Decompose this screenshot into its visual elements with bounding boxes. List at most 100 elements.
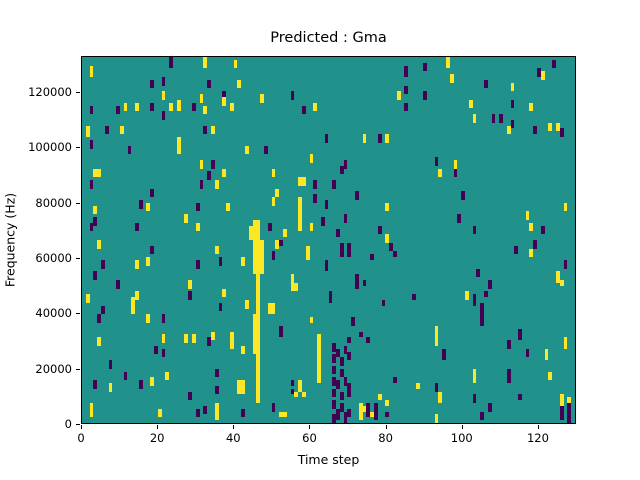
heatmap-cell [233,59,238,69]
heatmap-cell [544,348,549,361]
y-tick-mark [76,147,80,149]
heatmap-cell [203,57,208,69]
heatmap-cell [97,314,101,323]
x-tick-label: 80 [378,431,393,445]
heatmap-cell [529,222,534,232]
heatmap-cell [559,405,564,421]
heatmap-cell [339,368,344,378]
heatmap-cell [279,240,283,246]
heatmap-cell [339,357,344,366]
heatmap-cell [290,91,295,100]
heatmap-cell [214,385,219,395]
heatmap-cell [332,388,337,398]
heatmap-cell [461,191,465,200]
heatmap-cell [275,240,280,249]
heatmap-cell [377,134,382,143]
heatmap-cell [271,251,276,261]
heatmap-cell [347,382,352,392]
heatmap-cell [229,340,234,349]
heatmap-cell [385,134,390,143]
heatmap-cell [218,302,223,312]
heatmap-cell [491,114,496,123]
heatmap-cell [116,280,120,289]
heatmap-cell [309,222,314,232]
heatmap-cell [392,377,397,383]
heatmap-cell [332,377,337,386]
heatmap-cell [438,391,443,403]
heatmap-cell [351,317,356,326]
heatmap-cell [100,305,105,315]
heatmap-cell [438,168,443,178]
heatmap-cell [252,314,257,355]
heatmap-cell [222,97,227,106]
heatmap-cell [241,257,246,266]
heatmap-cell [404,102,409,112]
heatmap-cell [256,219,261,240]
heatmap-cell [131,297,136,315]
x-tick-mark [81,425,82,429]
heatmap-cell [313,102,318,112]
heatmap-cell [537,68,541,78]
heatmap-cell [449,74,454,83]
heatmap-cell [89,179,94,189]
heatmap-cell [336,348,340,358]
x-tick-mark [537,425,539,429]
heatmap-cell [123,102,128,112]
heatmap-cell [465,291,469,301]
heatmap-cell [191,102,196,112]
heatmap-cell [362,134,367,143]
heatmap-cell [85,294,90,303]
heatmap-cell [184,214,189,223]
y-tick-label: 80000 [35,195,72,210]
heatmap-cell [563,260,568,269]
heatmap-cell [195,260,200,269]
heatmap-cell [93,205,98,215]
y-tick-label: 0 [64,417,72,431]
heatmap-cell [301,105,306,115]
heatmap-cell [260,240,265,275]
heatmap-cell [510,82,515,92]
heatmap-cell [305,245,310,261]
y-tick-label: 20000 [35,361,72,376]
heatmap-cell [161,77,166,86]
heatmap-cell [188,291,192,301]
x-tick-mark [385,425,387,429]
heatmap-cell [245,145,249,155]
heatmap-cell [324,199,329,209]
heatmap-cell [89,65,94,78]
heatmap-cell [264,145,268,155]
heatmap-cell [294,282,299,292]
x-tick-label: 20 [149,431,165,445]
heatmap-cell [245,300,249,309]
heatmap-cell [343,345,348,355]
heatmap-cell [222,91,227,100]
heatmap-cell [176,137,181,155]
heatmap-cell [347,388,352,398]
heatmap-cell [563,202,568,212]
heatmap-cell [343,411,348,423]
heatmap-cell [188,391,192,401]
heatmap-cell [214,368,219,378]
heatmap-cell [210,125,215,135]
heatmap-cell [385,234,390,243]
heatmap-cell [525,211,530,220]
heatmap-cell [510,99,515,109]
y-axis-label: Frequency (Hz) [2,192,18,288]
heatmap-cell [275,188,280,198]
heatmap-cell [540,225,545,235]
heatmap-cell [355,274,359,289]
heatmap-cell [199,179,204,189]
heatmap-cell [552,59,557,69]
heatmap-cell [339,165,344,175]
x-tick-mark [309,425,311,429]
heatmap-cell [385,202,390,212]
heatmap-cell [157,408,162,418]
heatmap-cell [150,188,155,198]
heatmap-cell [483,79,488,89]
heatmap-cell [309,154,314,163]
heatmap-cell [222,168,227,178]
heatmap-cell [195,202,200,212]
heatmap-cell [222,288,227,298]
heatmap-cell [135,102,139,112]
heatmap-cell [309,317,314,323]
